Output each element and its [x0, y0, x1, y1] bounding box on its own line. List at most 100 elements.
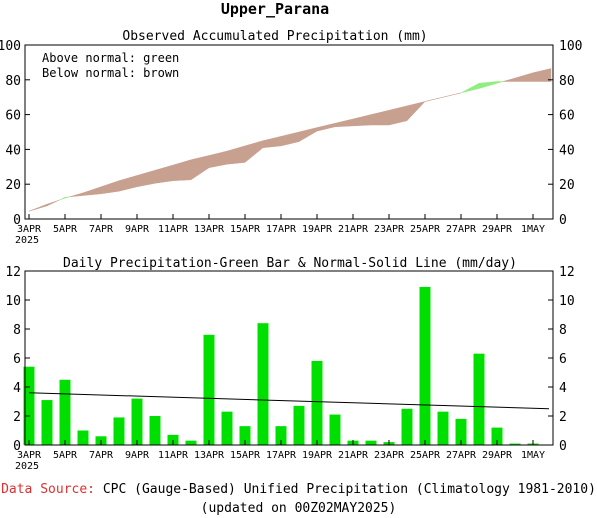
- data-source-line: Data Source: CPC (Gauge-Based) Unified P…: [0, 482, 597, 497]
- below-normal-area: [298, 127, 318, 143]
- acc-xtick-label: 1MAY: [521, 224, 545, 235]
- accumulated-precip-chart: Observed Accumulated Precipitation (mm) …: [0, 29, 582, 246]
- daily-precip-bar: [437, 411, 449, 445]
- daily-precip-bar: [329, 414, 341, 445]
- acc-xtick-label: 5APR: [53, 224, 78, 235]
- acc-ytick-label-left: 0: [13, 213, 21, 228]
- daily-ytick-label-left: 8: [13, 323, 21, 338]
- below-normal-area: [502, 77, 516, 82]
- acc-xtick-label: 19APR: [302, 224, 333, 235]
- below-normal-area: [532, 68, 552, 82]
- daily-precip-bar: [185, 440, 197, 445]
- accumulated-plot-frame: [24, 44, 554, 220]
- daily-year-label: 2025: [15, 461, 39, 472]
- acc-ytick-label-left: 100: [0, 39, 21, 54]
- page-title: Upper_Parana: [221, 0, 329, 18]
- below-normal-area: [190, 155, 210, 181]
- daily-precip-bar: [293, 405, 305, 445]
- daily-ytick-label-left: 10: [5, 294, 21, 309]
- daily-precip-bar: [203, 334, 215, 445]
- acc-ytick-label-right: 80: [559, 74, 575, 89]
- daily-xtick-label: 11APR: [158, 450, 189, 461]
- acc-xtick-label: 9APR: [125, 224, 150, 235]
- acc-xtick-label: 7APR: [89, 224, 114, 235]
- below-normal-area: [388, 105, 408, 126]
- below-normal-area: [46, 199, 60, 207]
- below-normal-area: [172, 159, 192, 181]
- daily-ytick-label-right: 8: [559, 323, 567, 338]
- daily-xtick-label: 17APR: [266, 450, 297, 461]
- daily-ytick-label-right: 6: [559, 352, 567, 367]
- acc-ytick-label-left: 60: [5, 109, 21, 124]
- below-normal-area: [28, 203, 48, 212]
- daily-ytick-label-left: 2: [13, 410, 21, 425]
- below-normal-area: [352, 114, 372, 127]
- acc-year-label: 2025: [15, 235, 39, 246]
- below-normal-area: [69, 192, 84, 198]
- daily-precip-bar: [131, 398, 143, 445]
- acc-ytick-label-left: 80: [5, 74, 21, 89]
- acc-ytick-label-left: 40: [5, 143, 21, 158]
- daily-xtick-label: 27APR: [446, 450, 477, 461]
- daily-precip-bar: [239, 426, 251, 445]
- above-normal-area: [64, 196, 70, 199]
- below-normal-area: [424, 96, 444, 102]
- above-normal-area: [496, 81, 504, 84]
- below-normal-area: [370, 109, 390, 126]
- accumulated-fill-areas: [28, 68, 552, 212]
- acc-xtick-label: 17APR: [266, 224, 297, 235]
- daily-ytick-label-right: 0: [559, 439, 567, 454]
- daily-normal-line: [28, 392, 550, 410]
- data-source-text: CPC (Gauge-Based) Unified Precipitation …: [95, 482, 596, 497]
- updated-line: (updated on 00Z02MAY2025): [200, 501, 397, 516]
- below-normal-area: [406, 101, 426, 122]
- acc-xtick-label: 13APR: [194, 224, 225, 235]
- above-normal-area: [460, 82, 480, 94]
- daily-precip-bar: [167, 434, 179, 445]
- below-normal-area: [280, 131, 300, 147]
- daily-chart-title: Daily Precipitation-Green Bar & Normal-S…: [63, 256, 517, 271]
- daily-xtick-label: 13APR: [194, 450, 225, 461]
- acc-xtick-label: 27APR: [446, 224, 477, 235]
- daily-bars: [23, 286, 539, 445]
- below-normal-area: [442, 92, 462, 98]
- acc-ytick-label-right: 40: [559, 143, 575, 158]
- below-normal-area: [208, 150, 228, 169]
- legend-below-normal: Below normal: brown: [42, 66, 179, 80]
- daily-xtick-label: 9APR: [125, 450, 150, 461]
- daily-ytick-label-left: 12: [5, 265, 21, 280]
- acc-xtick-label: 3APR: [17, 224, 42, 235]
- below-normal-area: [316, 122, 336, 132]
- above-normal-area: [478, 81, 498, 89]
- acc-xtick-label: 29APR: [482, 224, 513, 235]
- below-normal-area: [82, 186, 102, 196]
- daily-precip-bar: [149, 416, 161, 445]
- below-normal-area: [118, 175, 138, 192]
- daily-ytick-label-left: 0: [13, 439, 21, 454]
- daily-xtick-label: 23APR: [374, 450, 405, 461]
- daily-ytick-label-right: 12: [559, 265, 575, 280]
- daily-precip-bar: [491, 427, 503, 445]
- daily-ytick-label-left: 4: [13, 381, 21, 396]
- accumulated-axes: 0 0 20 20 40 40 60 60 80 80 100 100 3APR 5APR 7APR 9APR…: [0, 39, 582, 246]
- daily-ytick-label-left: 6: [13, 352, 21, 367]
- daily-xtick-label: 7APR: [89, 450, 114, 461]
- below-normal-area: [154, 164, 174, 184]
- daily-xtick-label: 19APR: [302, 450, 333, 461]
- daily-precip-bar: [455, 418, 467, 445]
- daily-precip-bar: [113, 417, 125, 445]
- acc-xtick-label: 21APR: [338, 224, 369, 235]
- below-normal-area: [136, 169, 156, 188]
- daily-ytick-label-right: 4: [559, 381, 567, 396]
- below-normal-area: [262, 136, 282, 148]
- normal-precip-line: [28, 392, 550, 410]
- daily-precip-bar: [275, 426, 287, 445]
- daily-precip-chart: Daily Precipitation-Green Bar & Normal-S…: [5, 256, 574, 472]
- acc-ytick-label-right: 100: [559, 39, 582, 54]
- daily-precip-bar: [509, 443, 521, 445]
- below-normal-area: [244, 140, 264, 163]
- daily-axes: 0 0 2 2 4 4 6 6 8 8 10 10 12 12 3APR 5APR 7APR 9APR 11APR 1…: [5, 265, 574, 472]
- acc-xtick-label: 11APR: [158, 224, 189, 235]
- below-normal-area: [514, 72, 534, 82]
